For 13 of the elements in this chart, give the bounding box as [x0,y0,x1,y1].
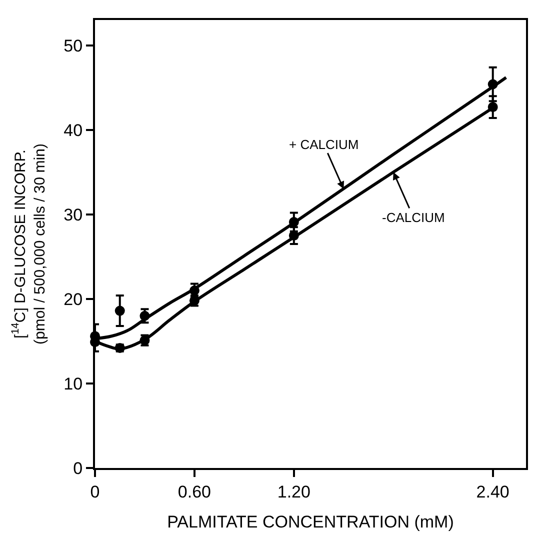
y-tick-label: 0 [73,458,83,478]
annotation: -CALCIUM [382,210,445,225]
y-tick-label: 40 [64,120,83,140]
x-tick-label: 0 [90,482,100,502]
x-axis-title: PALMITATE CONCENTRATION (mM) [167,512,454,532]
y-tick-label: 50 [64,36,83,56]
y-tick-label: 10 [64,374,83,394]
y-tick-label: 30 [64,205,83,224]
x-tick-label: 2.40 [476,482,510,502]
y-tick-label: 20 [64,290,83,309]
annotation: + CALCIUM [289,137,359,152]
x-tick-label: 0.60 [178,482,212,502]
x-tick-label: 1.20 [277,482,310,502]
